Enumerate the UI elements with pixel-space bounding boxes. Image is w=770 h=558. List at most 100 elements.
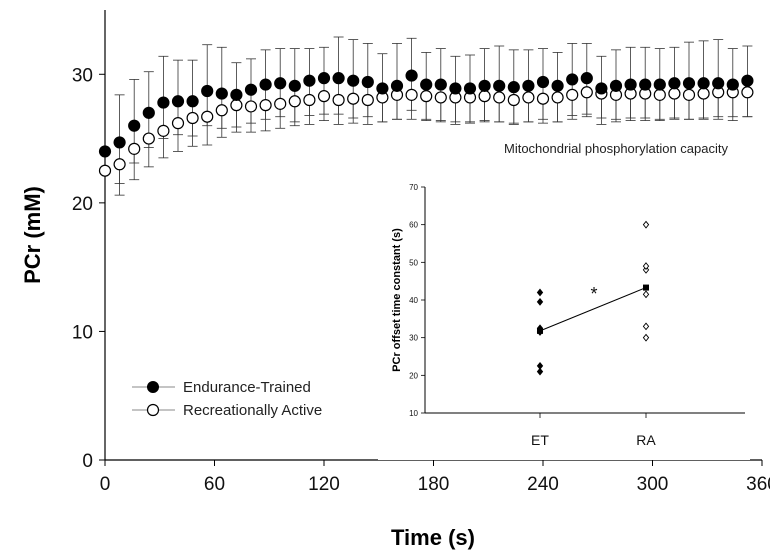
x-axis-title: Time (s) bbox=[391, 525, 475, 550]
data-point-recreationally-active bbox=[420, 90, 433, 103]
data-point-recreationally-active bbox=[478, 90, 491, 103]
inset-y-axis-title: PCr offset time constant (s) bbox=[391, 228, 403, 372]
inset-category-label: ET bbox=[531, 432, 549, 448]
data-point-endurance-trained bbox=[682, 77, 696, 90]
data-point-endurance-trained bbox=[478, 79, 491, 92]
data-points bbox=[98, 69, 754, 177]
data-point-recreationally-active bbox=[536, 92, 550, 105]
data-point-recreationally-active bbox=[259, 99, 272, 112]
data-point-endurance-trained bbox=[493, 79, 506, 92]
data-point-recreationally-active bbox=[434, 91, 447, 104]
data-point-endurance-trained bbox=[142, 106, 155, 119]
data-point-endurance-trained bbox=[128, 119, 141, 132]
data-point-recreationally-active bbox=[142, 132, 155, 145]
inset-y-tick-label: 10 bbox=[409, 409, 418, 418]
data-point-endurance-trained bbox=[157, 96, 170, 109]
inset-background bbox=[378, 170, 750, 460]
data-point-endurance-trained bbox=[726, 78, 739, 91]
data-point-endurance-trained bbox=[186, 95, 199, 108]
data-point-recreationally-active bbox=[303, 93, 316, 107]
data-point-recreationally-active bbox=[522, 91, 535, 104]
data-point-endurance-trained bbox=[580, 72, 593, 85]
data-point-endurance-trained bbox=[595, 82, 608, 95]
data-point-endurance-trained bbox=[113, 136, 126, 149]
x-tick-label: 0 bbox=[100, 474, 111, 495]
data-point-endurance-trained bbox=[449, 82, 462, 95]
data-point-endurance-trained bbox=[332, 72, 345, 85]
x-tick-label: 60 bbox=[204, 474, 225, 495]
inset-y-tick-label: 30 bbox=[409, 334, 418, 343]
data-point-recreationally-active bbox=[682, 88, 696, 101]
data-point-endurance-trained bbox=[566, 73, 579, 86]
data-point-endurance-trained bbox=[653, 78, 666, 91]
legend-label: Recreationally Active bbox=[183, 402, 322, 419]
data-point-endurance-trained bbox=[288, 79, 301, 92]
data-point-endurance-trained bbox=[347, 74, 360, 87]
data-point-recreationally-active bbox=[507, 93, 520, 107]
data-point-endurance-trained bbox=[215, 87, 228, 100]
data-point-recreationally-active bbox=[347, 92, 360, 105]
data-point-endurance-trained bbox=[376, 82, 389, 95]
inset-y-tick-label: 60 bbox=[409, 221, 418, 230]
data-point-endurance-trained bbox=[551, 79, 564, 92]
y-tick-label: 20 bbox=[72, 194, 93, 215]
data-point-recreationally-active bbox=[171, 117, 185, 130]
x-tick-label: 120 bbox=[308, 474, 340, 495]
data-point-recreationally-active bbox=[230, 99, 243, 112]
y-tick-label: 10 bbox=[72, 322, 93, 343]
data-point-endurance-trained bbox=[303, 74, 316, 87]
data-point-endurance-trained bbox=[230, 88, 243, 101]
x-tick-label: 360 bbox=[746, 474, 770, 495]
x-tick-label: 300 bbox=[637, 474, 669, 495]
data-point-recreationally-active bbox=[317, 90, 331, 103]
x-tick-label: 240 bbox=[527, 474, 559, 495]
inset-y-tick-label: 40 bbox=[409, 296, 418, 305]
chart-annotation: Mitochondrial phosphorylation capacity bbox=[504, 141, 729, 156]
inset-y-tick-label: 20 bbox=[409, 371, 418, 380]
x-tick-label: 180 bbox=[418, 474, 450, 495]
inset-point-ra bbox=[642, 262, 650, 271]
data-point-endurance-trained bbox=[244, 83, 258, 96]
data-point-endurance-trained bbox=[624, 78, 637, 91]
data-point-endurance-trained bbox=[98, 145, 112, 158]
inset-point-ra bbox=[642, 290, 650, 299]
inset-point-et bbox=[536, 362, 544, 370]
data-point-endurance-trained bbox=[201, 84, 214, 98]
data-point-recreationally-active bbox=[274, 97, 287, 110]
data-point-endurance-trained bbox=[522, 79, 535, 92]
inset-ticks: 10 20 30 40 50 60 70 ET RA bbox=[409, 183, 656, 448]
inset-point-ra bbox=[642, 322, 650, 331]
data-point-recreationally-active bbox=[668, 87, 681, 100]
inset-y-tick-label: 70 bbox=[409, 183, 418, 192]
data-point-recreationally-active bbox=[98, 164, 112, 177]
y-axis-title: PCr (mM) bbox=[20, 186, 45, 284]
legend-label: Endurance-Trained bbox=[183, 379, 311, 396]
data-point-endurance-trained bbox=[390, 79, 404, 92]
legend-item-endurance-trained: Endurance-Trained bbox=[132, 379, 311, 396]
data-point-endurance-trained bbox=[741, 74, 754, 87]
data-point-endurance-trained bbox=[405, 69, 418, 82]
data-point-endurance-trained bbox=[317, 72, 331, 85]
legend-item-recreationally-active: Recreationally Active bbox=[132, 402, 322, 419]
data-point-recreationally-active bbox=[697, 87, 710, 100]
inset-mean-marker bbox=[537, 327, 543, 334]
data-point-endurance-trained bbox=[420, 78, 433, 91]
data-point-endurance-trained bbox=[171, 95, 185, 108]
inset-point-et bbox=[536, 297, 544, 306]
data-point-endurance-trained bbox=[639, 78, 652, 91]
data-point-endurance-trained bbox=[259, 78, 272, 91]
data-point-recreationally-active bbox=[157, 124, 170, 137]
data-point-recreationally-active bbox=[741, 86, 754, 99]
data-point-recreationally-active bbox=[215, 104, 228, 117]
y-tick-label: 30 bbox=[72, 65, 93, 86]
inset-mean-marker bbox=[643, 284, 649, 291]
inset-y-tick-label: 50 bbox=[409, 258, 418, 267]
significance-star: * bbox=[590, 284, 597, 304]
data-point-recreationally-active bbox=[288, 95, 301, 108]
legend-marker-filled-circle bbox=[147, 381, 159, 393]
data-point-recreationally-active bbox=[186, 111, 199, 125]
data-point-recreationally-active bbox=[201, 110, 214, 123]
mean-connector-line bbox=[539, 287, 647, 332]
main-ticks: 0 60 120 180 240 300 360 0 10 20 30 bbox=[72, 65, 770, 495]
inset-category-label: RA bbox=[636, 432, 656, 448]
